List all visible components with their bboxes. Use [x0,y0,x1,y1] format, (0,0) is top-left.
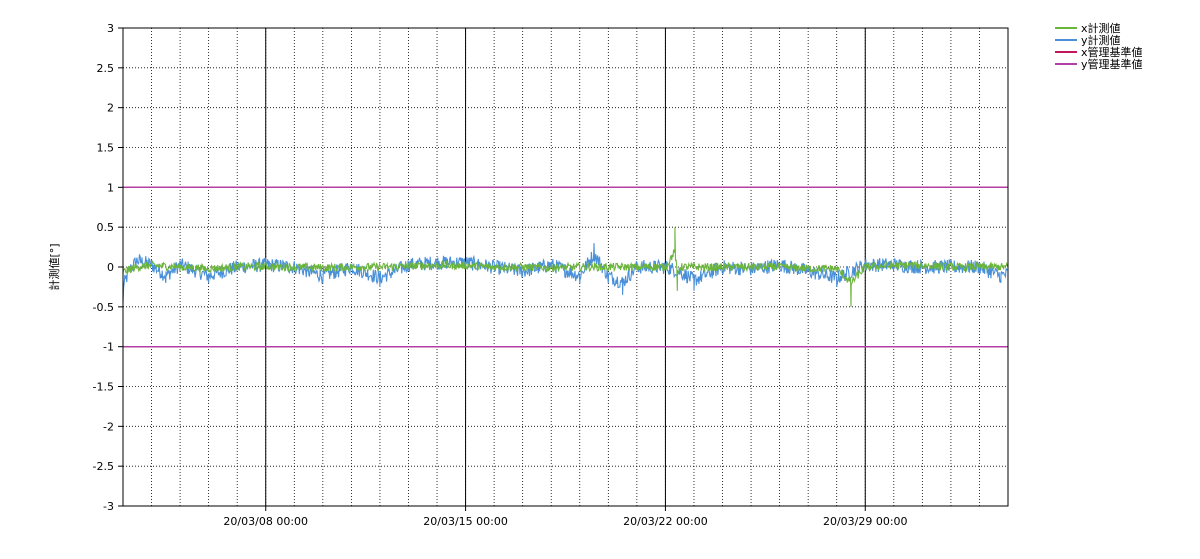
x-axis-ticks: 20/03/08 00:00 20/03/15 00:00 20/03/22 00:… [223,506,908,528]
x-tick-label: 20/03/08 00:00 [223,515,308,528]
reference-lines [123,186,1008,348]
y-tick-label: 3 [107,22,114,35]
y-axis-label: 計測値[°] [47,243,61,290]
y-tick-label: -1.5 [93,381,114,394]
y-tick-label: -0.5 [93,301,114,314]
y-tick-label: 1 [107,181,114,194]
y-tick-label: 2.5 [97,62,115,75]
series-line-x-measured [122,227,1009,307]
y-tick-label: 1.5 [97,142,115,155]
y-tick-label: 0.5 [97,221,115,234]
y-tick-label: -2 [103,420,114,433]
y-tick-label: -1 [103,341,114,354]
y-tick-label: 2 [107,102,114,115]
y-tick-label: 0 [107,261,114,274]
legend-entry-label: x計測値 [1081,21,1121,35]
x-tick-label: 20/03/29 00:00 [823,515,908,528]
legend-entry-label: y計測値 [1081,33,1121,47]
y-tick-label: -3 [103,500,114,513]
x-tick-label: 20/03/15 00:00 [423,515,508,528]
y-axis-ticks: 3 2.5 2 1.5 1 0.5 0 -0.5 -1 -1.5 -2 -2.5 -3 [93,22,123,513]
legend-entry-label: x管理基準値 [1081,45,1143,59]
x-tick-label: 20/03/22 00:00 [623,515,708,528]
y-tick-label: -2.5 [93,460,114,473]
legend-entry-label: y管理基準値 [1081,57,1143,71]
series-layer [122,227,1009,307]
series-line-y-measured [122,243,1009,303]
